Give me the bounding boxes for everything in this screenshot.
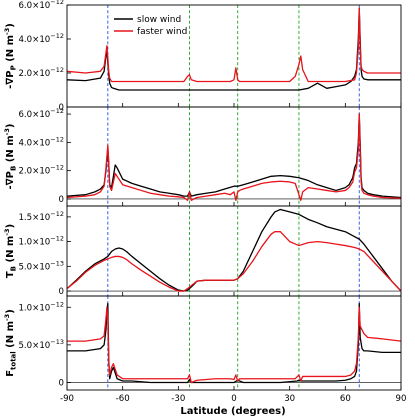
series-slow-wind-line bbox=[67, 208, 401, 292]
series-slow-wind-line bbox=[67, 302, 401, 384]
y-tick-label: 1.0×10−12 bbox=[18, 300, 64, 313]
y-axis-label: TB (N m-3) bbox=[3, 224, 18, 278]
y-tick-label: 0 bbox=[59, 195, 64, 205]
y-tick-label: 1.5×10−12 bbox=[18, 210, 64, 223]
plot-frame bbox=[66, 106, 402, 207]
series-faster-wind-line bbox=[67, 306, 401, 384]
y-tick-label: 1.0×10−12 bbox=[18, 235, 64, 248]
y-tick-label: 5.0×10−13 bbox=[18, 259, 64, 272]
x-tick-label: 60 bbox=[340, 394, 351, 404]
series-faster-wind-line bbox=[67, 7, 401, 83]
legend-label: slow wind bbox=[137, 15, 181, 25]
y-axis-label: -∇PB (N m-3) bbox=[3, 124, 18, 190]
series-faster-wind-line bbox=[67, 113, 401, 201]
legend: slow wind faster wind bbox=[114, 15, 187, 37]
y-tick-label: 0 bbox=[59, 378, 64, 388]
panel-d: 0 5.0×10−13 1.0×10−12 -90 -60 -30 0 30 60 90 Ftota… bbox=[3, 295, 407, 404]
y-tick-label: 0 bbox=[59, 103, 64, 113]
series-faster-wind-line bbox=[67, 231, 401, 292]
x-tick-label: 90 bbox=[396, 394, 407, 404]
y-tick-label: 2.0×10−12 bbox=[18, 66, 64, 79]
x-tick-label: -60 bbox=[116, 394, 130, 404]
x-tick-label: 0 bbox=[231, 394, 236, 404]
y-axis-label: Ftotal (N m-3) bbox=[3, 309, 18, 377]
plot-frame bbox=[66, 295, 402, 391]
legend-label: faster wind bbox=[137, 27, 187, 37]
y-tick-label: 5.0×10−13 bbox=[18, 338, 64, 351]
y-tick-label: 6.0×10−12 bbox=[18, 0, 64, 11]
y-tick-label: 4.0×10−12 bbox=[18, 135, 64, 148]
y-tick-label: 2.0×10−12 bbox=[18, 164, 64, 177]
y-tick-label: 0 bbox=[59, 287, 64, 297]
plot-frame bbox=[66, 4, 402, 108]
x-axis-label: Latitude (degrees) bbox=[180, 406, 285, 417]
y-tick-label: 4.0×10−12 bbox=[18, 32, 64, 45]
y-tick-label: 6.0×10−12 bbox=[18, 107, 64, 120]
plot-frame bbox=[66, 205, 402, 297]
panels: 0 2.0×10−12 4.0×10−12 6.0×10−12 -∇PP (N m-3)… bbox=[3, 0, 406, 404]
y-axis-label: -∇PP (N m-3) bbox=[3, 23, 18, 89]
x-tick-label: -90 bbox=[60, 394, 74, 404]
x-tick-label: 30 bbox=[284, 394, 295, 404]
panel-a: 0 2.0×10−12 4.0×10−12 6.0×10−12 -∇PP (N m-3)… bbox=[3, 0, 402, 113]
panel-b: 0 2.0×10−12 4.0×10−12 6.0×10−12-∇PB (N m-3) bbox=[3, 106, 402, 207]
x-tick-label: -30 bbox=[171, 394, 185, 404]
